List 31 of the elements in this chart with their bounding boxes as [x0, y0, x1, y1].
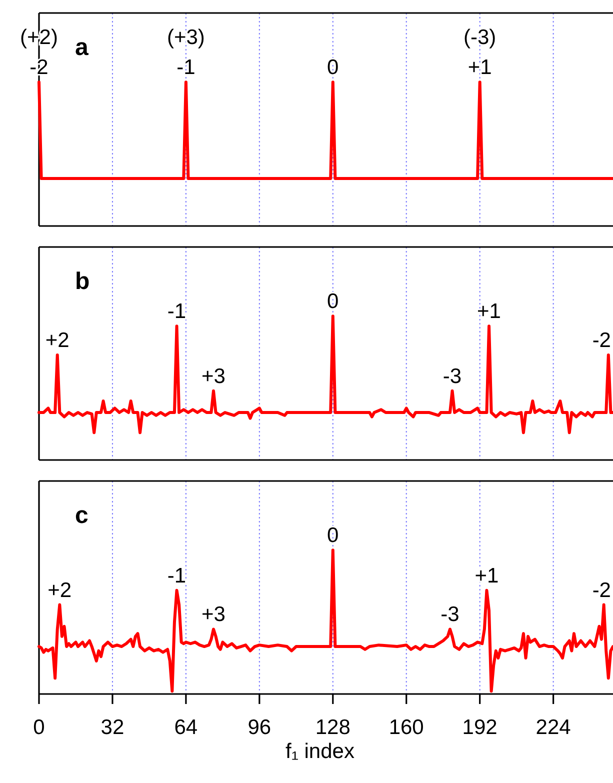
x-tick-label: 160: [388, 716, 424, 739]
annotation: +1: [474, 564, 499, 588]
x-tick-label: 128: [315, 716, 350, 739]
annotation: -3: [442, 364, 462, 388]
annotation: +3: [202, 603, 226, 626]
annotation: +2: [45, 328, 70, 352]
x-axis-title: f₁ index: [286, 740, 355, 763]
annotation: -1: [176, 56, 196, 80]
annotation: 0: [327, 290, 339, 314]
x-tick-label: 224: [536, 716, 572, 739]
annotation: -1: [167, 300, 186, 324]
chart-title: a: [75, 34, 89, 61]
x-tick-label: 32: [100, 716, 124, 739]
annotation: +2: [48, 578, 72, 602]
annotation: 0: [327, 56, 339, 80]
annotation: -2: [592, 578, 611, 602]
x-tick-label: 64: [174, 716, 198, 739]
x-tick-label: 192: [462, 716, 498, 739]
annotation: +1: [477, 300, 501, 324]
x-tick-label: 96: [248, 716, 272, 739]
x-tick-label: 0: [33, 716, 45, 739]
annotation: (+3): [166, 26, 205, 50]
annotation: 0: [327, 524, 339, 548]
annotation: -2: [592, 328, 611, 352]
annotation: -1: [167, 564, 186, 588]
chart-title: b: [75, 268, 90, 295]
annotation: -3: [440, 603, 460, 626]
annotation: (-3): [463, 26, 496, 50]
chart-title: c: [75, 502, 88, 529]
annotation: +1: [468, 56, 492, 80]
annotation: +3: [202, 364, 226, 388]
